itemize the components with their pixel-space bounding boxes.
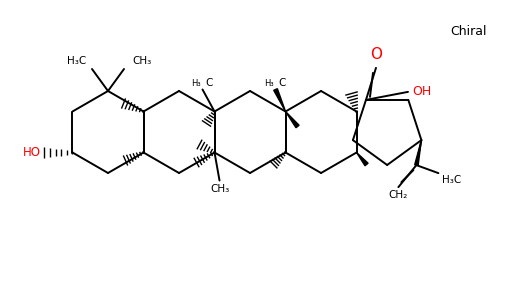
- Text: C: C: [279, 78, 286, 89]
- Text: HO: HO: [23, 146, 40, 159]
- Text: H₃C: H₃C: [67, 56, 86, 66]
- Text: CH₃: CH₃: [132, 56, 151, 66]
- Text: O: O: [370, 47, 382, 62]
- Text: H₃C: H₃C: [442, 175, 462, 185]
- Text: H₃: H₃: [264, 78, 273, 88]
- Text: Chiral: Chiral: [450, 25, 486, 38]
- Polygon shape: [356, 152, 368, 166]
- Polygon shape: [415, 140, 421, 165]
- Text: H₃: H₃: [191, 78, 201, 88]
- Text: OH: OH: [412, 85, 431, 98]
- Polygon shape: [274, 89, 286, 111]
- Text: C: C: [205, 78, 213, 89]
- Polygon shape: [286, 111, 299, 128]
- Text: CH₃: CH₃: [210, 184, 229, 194]
- Text: CH₂: CH₂: [389, 190, 408, 200]
